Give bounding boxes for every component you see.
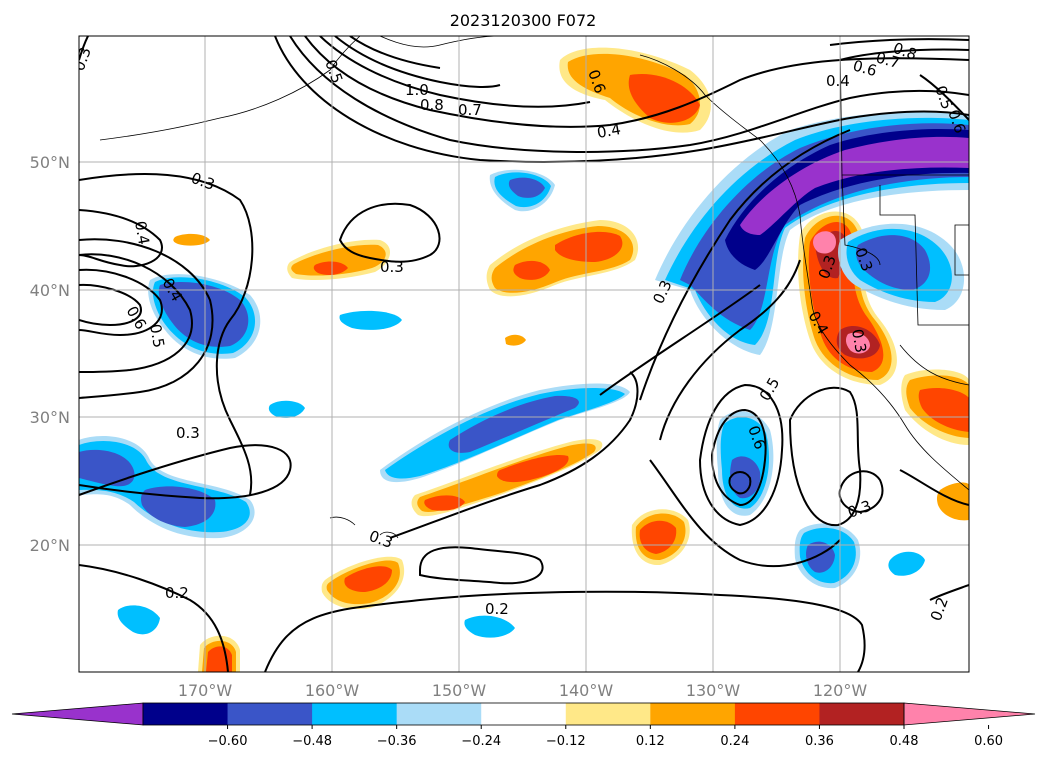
colorbar-box	[312, 703, 398, 725]
colorbar-tick-label: −0.36	[377, 734, 417, 749]
colorbar-box	[143, 703, 229, 725]
colorbar-tick-label: 0.60	[974, 734, 1003, 749]
colorbar-tick-label: −0.12	[546, 734, 586, 749]
contour-label: 0.4	[826, 72, 850, 90]
lon-label-170w: 170°W	[178, 681, 233, 700]
colorbar-frame	[142, 702, 905, 726]
positive-anomaly-southwest	[901, 369, 969, 521]
colorbar-tick-label: −0.60	[208, 734, 248, 749]
colorbar-boxes	[143, 703, 905, 725]
contour-label: 0.7	[874, 48, 902, 72]
colorbar-tick-label: −0.24	[461, 734, 501, 749]
lon-label-130w: 130°W	[686, 681, 741, 700]
colorbar-box	[734, 703, 820, 725]
colorbar-box	[481, 703, 567, 725]
contour-label: 0.8	[420, 96, 444, 114]
lat-label-50n: 50°N	[30, 153, 70, 172]
map-title: 2023120300 F072	[450, 11, 597, 30]
map-frame	[78, 35, 970, 673]
lat-label-40n: 40°N	[30, 281, 70, 300]
lon-label-160w: 160°W	[305, 681, 360, 700]
contour-label: 0.3	[848, 328, 870, 355]
colorbar-box	[227, 703, 313, 725]
colorbar-extend-low	[11, 702, 144, 726]
shaded-fields: 0.3 0.5 1.0 0.8 0.7 0.6 0.4 0.8 0.7 0.6 …	[79, 36, 969, 672]
negative-anomaly-interior	[838, 223, 965, 310]
longitude-labels: 170°W 160°W 150°W 140°W 130°W 120°W	[178, 681, 868, 700]
lon-label-120w: 120°W	[813, 681, 868, 700]
contour-label: 0.5	[146, 323, 168, 350]
positive-anomaly-central-pacific	[173, 220, 690, 672]
colorbar: −0.60 −0.48 −0.36 −0.24 −0.12 0.12 0.24 0.36 0.4…	[11, 702, 1036, 749]
colorbar-ticks: −0.60 −0.48 −0.36 −0.24 −0.12 0.12 0.24 0.36 0.4…	[208, 725, 1003, 749]
lon-label-150w: 150°W	[432, 681, 487, 700]
contour-label: 0.2	[485, 600, 509, 618]
graticule	[79, 36, 969, 672]
contour-label: 0.4	[131, 220, 153, 247]
colorbar-tick-label: −0.48	[292, 734, 332, 749]
positive-anomaly-west-coast	[798, 211, 897, 385]
colorbar-box	[565, 703, 651, 725]
contour-label: 0.3	[176, 424, 200, 442]
lat-label-30n: 30°N	[30, 408, 70, 427]
negative-anomaly-central-pacific	[117, 169, 630, 638]
contour-label: 0.6	[851, 56, 879, 80]
contour-label: 0.2	[165, 584, 189, 602]
lon-label-140w: 140°W	[559, 681, 614, 700]
lat-label-20n: 20°N	[30, 536, 70, 555]
latitude-labels: 50°N 40°N 30°N 20°N	[30, 153, 70, 555]
colorbar-box	[819, 703, 905, 725]
colorbar-extend-high	[903, 702, 1036, 726]
colorbar-box	[396, 703, 482, 725]
colorbar-tick-label: 0.12	[636, 734, 665, 749]
contour-label: 1.0	[405, 81, 429, 99]
colorbar-box	[650, 703, 736, 725]
colorbar-tick-label: 0.24	[720, 734, 749, 749]
contour-label: 0.3	[380, 258, 404, 276]
colorbar-tick-label: 0.48	[890, 734, 919, 749]
contour-lines	[79, 36, 969, 672]
negative-anomaly-west-pacific	[79, 274, 261, 539]
colorbar-tick-label: 0.36	[805, 734, 834, 749]
contour-label: 0.4	[596, 120, 623, 142]
contour-label: 0.7	[458, 101, 482, 119]
